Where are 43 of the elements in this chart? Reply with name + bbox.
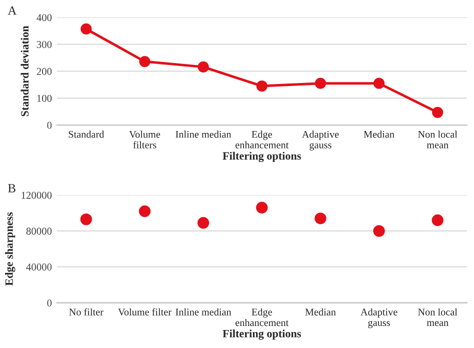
x-axis-title: Filtering options (222, 330, 301, 340)
y-tick-label: 400 (36, 14, 52, 22)
y-axis-title: Standard deviation (20, 26, 29, 116)
y-tick-label: 80000 (26, 228, 52, 235)
x-tick-label: Median (305, 308, 336, 316)
point (198, 61, 209, 72)
y-tick-label: 300 (36, 41, 52, 48)
y-axis-title: Edge sharpness (5, 212, 16, 286)
y-tick-label: 120000 (22, 192, 52, 199)
x-tick-label: Inline median (176, 308, 232, 316)
x-tick-label: Volume filter (118, 308, 172, 316)
x-tick-label: Edge enhancement (236, 308, 289, 326)
x-tick-label: Median (364, 130, 394, 138)
chart-title: A (8, 6, 17, 15)
point (80, 23, 92, 35)
point (256, 202, 268, 214)
point (138, 205, 151, 218)
point (432, 106, 444, 118)
point (256, 80, 268, 92)
x-tick-label: Adaptive gauss (360, 308, 398, 328)
x-tick-label: No filter (69, 308, 104, 316)
x-tick-label: Non local mean (418, 130, 458, 148)
y-tick-label: 200 (36, 68, 52, 75)
x-axis-title: Filtering options (222, 152, 301, 162)
point (314, 78, 326, 89)
point (314, 212, 326, 224)
x-tick-label: Standard (68, 130, 104, 138)
point (373, 78, 385, 89)
x-tick-label: Edge enhancement (236, 130, 289, 148)
x-tick-label: Adaptive gauss (302, 130, 339, 150)
x-tick-label: Inline median (176, 130, 232, 138)
point (80, 213, 92, 226)
y-tick-label: 100 (37, 94, 52, 102)
point (197, 217, 210, 229)
y-tick-label: 0 (47, 299, 52, 306)
point (373, 225, 385, 237)
chart-title: B (8, 184, 16, 192)
point (139, 56, 150, 68)
x-tick-label: Non local mean (418, 308, 458, 326)
y-tick-label: 40000 (26, 264, 52, 271)
y-tick-label: 0 (47, 122, 52, 129)
x-tick-label: Volume filters (129, 130, 160, 148)
point (432, 214, 444, 226)
